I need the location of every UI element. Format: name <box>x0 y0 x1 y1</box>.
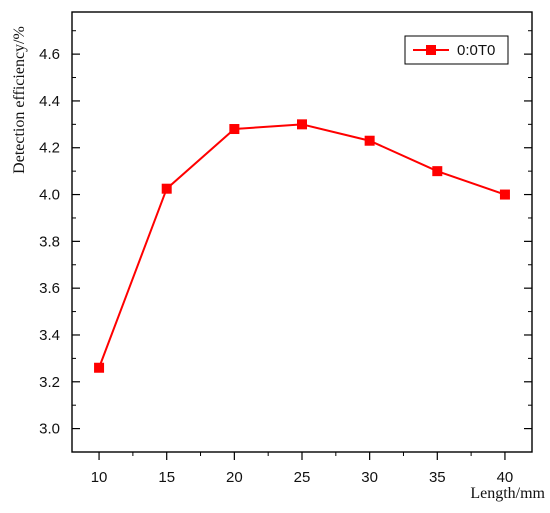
series-line <box>98 123 506 369</box>
legend: 0:0T0 <box>404 35 509 65</box>
data-point-marker <box>161 183 172 194</box>
plot-frame <box>71 11 533 453</box>
axes-layer <box>71 11 533 453</box>
y-tick-label: 4.6 <box>39 46 60 63</box>
data-point-marker <box>229 124 240 135</box>
legend-label: 0:0T0 <box>457 42 495 59</box>
x-tick-label: 10 <box>91 469 108 486</box>
x-tick-label: 20 <box>226 469 243 486</box>
x-tick-label: 35 <box>429 469 446 486</box>
y-tick-label: 4.0 <box>39 187 60 204</box>
x-tick-label: 15 <box>158 469 175 486</box>
x-tick-label: 25 <box>294 469 311 486</box>
x-tick-label: 40 <box>497 469 514 486</box>
x-tick-label: 30 <box>361 469 378 486</box>
series-layer <box>94 119 510 373</box>
y-tick-label: 3.2 <box>39 374 60 391</box>
y-tick-label: 3.8 <box>39 233 60 250</box>
y-tick-label: 4.4 <box>39 93 60 110</box>
y-tick-label: 3.0 <box>39 421 60 438</box>
data-point-marker <box>499 189 510 200</box>
data-point-marker <box>297 119 307 130</box>
y-tick-label: 3.6 <box>39 280 60 297</box>
y-tick-label: 3.4 <box>39 327 60 344</box>
ticks-layer: 3.0 3.2 3.4 3.6 3.8 4.0 4.2 4.4 4.6 10 15 20 25 30 35 4… <box>39 30 532 486</box>
data-point-marker <box>94 362 105 373</box>
y-axis-title: Detection efficiency/% <box>11 26 28 174</box>
data-point-marker <box>364 135 375 146</box>
x-axis-title: Length/mm <box>470 485 545 502</box>
y-tick-label: 4.2 <box>39 140 60 157</box>
legend-marker <box>426 45 436 55</box>
data-point-marker <box>432 166 443 177</box>
